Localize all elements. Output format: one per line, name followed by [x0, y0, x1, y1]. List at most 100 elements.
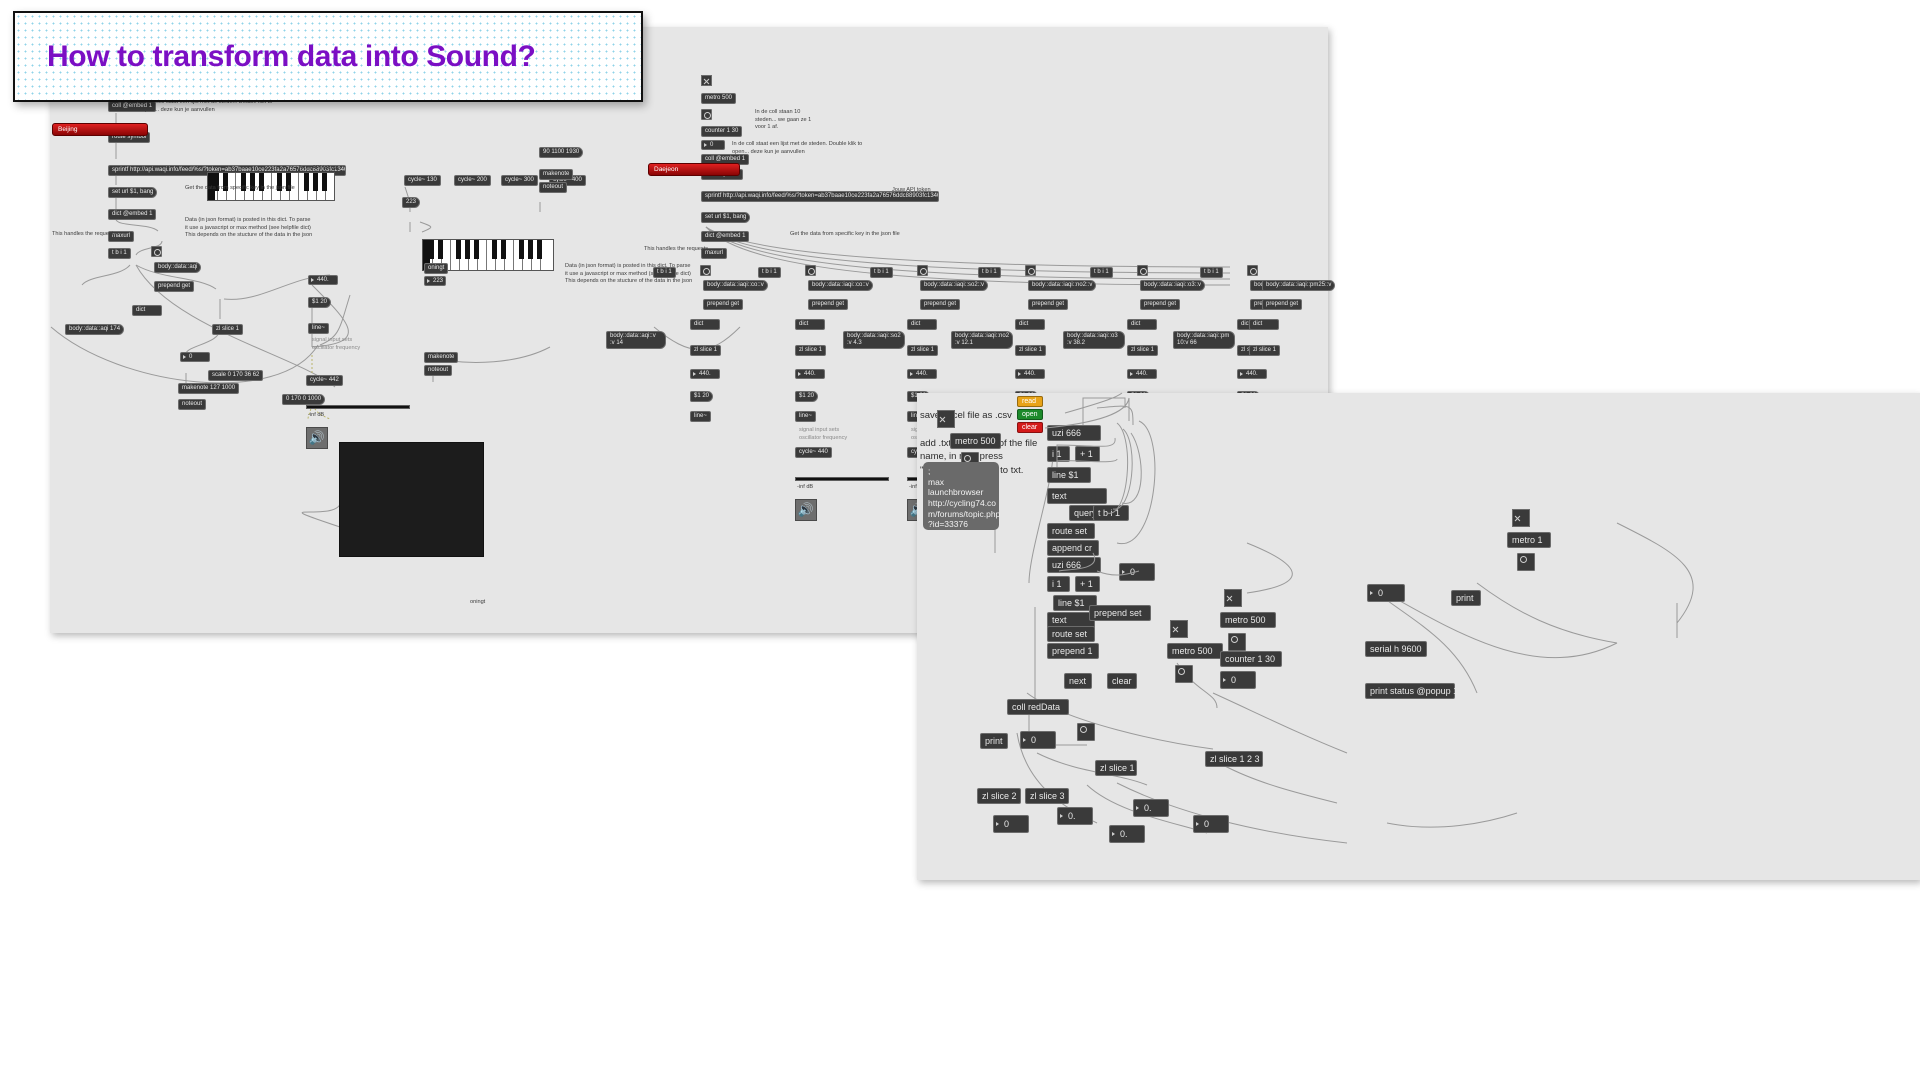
metro-500-object[interactable]: metro 500: [701, 93, 737, 104]
number-box-440[interactable]: 440.: [308, 275, 338, 285]
text-object-a[interactable]: text: [1047, 488, 1107, 505]
ramp-message-c0[interactable]: $1 20: [690, 391, 714, 403]
line-tilde-object[interactable]: line~: [308, 323, 329, 334]
zl-slice-c3[interactable]: zl slice 1: [1015, 345, 1047, 356]
cycle-300-object[interactable]: cycle~ 300: [501, 175, 538, 186]
bang-button-c4[interactable]: [1137, 265, 1148, 276]
ramp-message[interactable]: $1 20: [308, 297, 332, 309]
dict-object-c6[interactable]: dict: [1249, 319, 1279, 330]
print-object-right[interactable]: print: [1451, 590, 1481, 607]
dict-object[interactable]: dict: [132, 305, 162, 316]
kslider-keyboard-1[interactable]: [207, 172, 335, 201]
aqi-key-message-c0[interactable]: body::data::iaqi::co::v: [703, 280, 768, 292]
bang-button-far[interactable]: [1517, 553, 1535, 571]
cycle-tilde-c1[interactable]: cycle~ 440: [795, 447, 832, 458]
left-patcher-window[interactable]: coll @embed 1 route symbol Beijing sprin…: [50, 27, 1336, 633]
toggle-script[interactable]: [937, 410, 955, 428]
speaker-icon[interactable]: 🔊: [306, 427, 328, 449]
maxurl-object[interactable]: maxurl: [108, 231, 135, 242]
counter-number-box-right[interactable]: 0: [1220, 671, 1256, 689]
set-url-message[interactable]: set url $1, bang: [108, 187, 158, 199]
bang-button-counter[interactable]: [1228, 633, 1246, 651]
num-440-c1[interactable]: 440.: [795, 369, 825, 379]
zl-slice-c1[interactable]: zl slice 1: [795, 345, 827, 356]
makenote-object[interactable]: makenote 127 1000: [178, 383, 240, 394]
toggle-metro-mid[interactable]: [1170, 620, 1188, 638]
uzi-666-object-a[interactable]: uzi 666: [1047, 425, 1101, 442]
prepend-get-c3[interactable]: prepend get: [1028, 299, 1069, 310]
next-message[interactable]: next: [1064, 673, 1092, 690]
set-url-message-mid[interactable]: set url $1, bang: [701, 212, 751, 224]
num-440-c5[interactable]: 440.: [1237, 369, 1267, 379]
zl-slice-123-object[interactable]: zl slice 1 2 3: [1205, 751, 1263, 768]
zl-num-0[interactable]: 0: [993, 815, 1029, 833]
t-b-i-1-object-a[interactable]: t b i 1: [1093, 505, 1129, 522]
zl-num-4[interactable]: 0: [1193, 815, 1229, 833]
coll-reddata-object[interactable]: coll redData: [1007, 699, 1069, 716]
t-b-i-object-c2[interactable]: t b i 1: [870, 267, 893, 278]
print-object-left[interactable]: print: [980, 733, 1008, 750]
bang-button-right[interactable]: [1077, 723, 1095, 741]
uzi-666-object-b[interactable]: uzi 666: [1047, 557, 1101, 574]
launchbrowser-message[interactable]: ; max launchbrowser http://cycling74.co …: [923, 462, 1000, 530]
bang-button-c5[interactable]: [1247, 265, 1258, 276]
aqi-value-message-c2[interactable]: body::data::iaqi::so2 :v 4.3: [843, 331, 905, 350]
counter-1-30-object[interactable]: counter 1 30: [1220, 651, 1282, 668]
aqi-value-message-c3[interactable]: body::data::iaqi::no2 :v 12.1: [951, 331, 1013, 350]
prepend-get-c4[interactable]: prepend get: [1140, 299, 1181, 310]
toggle-metro[interactable]: [701, 75, 712, 86]
t-b-i-object-c3[interactable]: t b i 1: [978, 267, 1001, 278]
dict-object-c2[interactable]: dict: [907, 319, 937, 330]
prepend-get-c0[interactable]: prepend get: [703, 299, 744, 310]
toggle-counter[interactable]: [1224, 589, 1242, 607]
zl-slice-object[interactable]: zl slice 1: [212, 324, 244, 335]
dict-embed-object[interactable]: dict @embed 1: [108, 209, 157, 220]
cycle-130-object[interactable]: cycle~ 130: [404, 175, 441, 186]
noteout-object-2[interactable]: noteout: [424, 365, 453, 376]
line-dollar1-object-b[interactable]: line $1: [1053, 595, 1097, 612]
noteout-object-3[interactable]: noteout: [539, 182, 568, 193]
scale-args-message[interactable]: 0 170 0 1000: [282, 394, 326, 406]
dict-object-c4[interactable]: dict: [1127, 319, 1157, 330]
plus-1-object-a[interactable]: + 1: [1075, 446, 1100, 463]
aqi-key-message-c2[interactable]: body::data::iaqi::so2::v: [920, 280, 989, 292]
speaker-icon-c1[interactable]: 🔊: [795, 499, 817, 521]
zl-slice-2-object[interactable]: zl slice 2: [977, 788, 1021, 805]
bang-button-c2[interactable]: [917, 265, 928, 276]
route-set-object-b[interactable]: route set: [1047, 626, 1095, 643]
serial-number-box[interactable]: 0: [1367, 584, 1405, 602]
makenote-object-2[interactable]: makenote: [424, 352, 459, 363]
dict-object-c1[interactable]: dict: [795, 319, 825, 330]
aqi-key-message-c6[interactable]: body::data::iaqi::pm25::v: [1262, 280, 1336, 292]
print-status-object[interactable]: print status @popup 1: [1365, 683, 1458, 700]
t-b-i-object-c4[interactable]: t b i 1: [1090, 267, 1113, 278]
prepend-get-c6[interactable]: prepend get: [1262, 299, 1303, 310]
maxurl-object-mid[interactable]: maxurl: [701, 248, 728, 259]
bang-button-mid[interactable]: [701, 109, 712, 120]
bang-button-mid-right[interactable]: [1175, 665, 1193, 683]
body-aqi-message[interactable]: body::data::aqi: [154, 262, 202, 274]
aqi-value-message-c5[interactable]: body::data::iaqi::pm 10:v 66: [1173, 331, 1235, 350]
zl-num-1[interactable]: 0.: [1057, 807, 1093, 825]
t-b-i-object-c5[interactable]: t b i 1: [1200, 267, 1223, 278]
metro-500-mid[interactable]: metro 500: [1167, 643, 1223, 660]
num-440-c4[interactable]: 440.: [1127, 369, 1157, 379]
serial-object[interactable]: serial h 9600: [1365, 641, 1427, 658]
cycle-200-object[interactable]: cycle~ 200: [454, 175, 491, 186]
prepend-get-c2[interactable]: prepend get: [920, 299, 961, 310]
num-440-c0[interactable]: 440.: [690, 369, 720, 379]
zl-slice-1-object[interactable]: zl slice 1: [1095, 760, 1137, 777]
t-b-i-object-c0[interactable]: t b i 1: [653, 267, 676, 278]
number-box[interactable]: 0: [180, 352, 210, 362]
open-button[interactable]: open: [1017, 409, 1043, 420]
bang-button-c1[interactable]: [805, 265, 816, 276]
i-1-object-a[interactable]: i 1: [1047, 446, 1070, 463]
zl-slice-c4[interactable]: zl slice 1: [1127, 345, 1159, 356]
clear-button[interactable]: clear: [1017, 422, 1043, 433]
zl-num-2[interactable]: 0.: [1109, 825, 1145, 843]
metro-500-counter[interactable]: metro 500: [1220, 612, 1276, 629]
aqi-key-message-c1[interactable]: body::data::iaqi::co::v: [808, 280, 873, 292]
counter-object[interactable]: counter 1 30: [701, 126, 743, 137]
append-cr-object-a[interactable]: append cr: [1047, 540, 1099, 557]
t-b-i-object[interactable]: t b i 1: [108, 248, 131, 259]
